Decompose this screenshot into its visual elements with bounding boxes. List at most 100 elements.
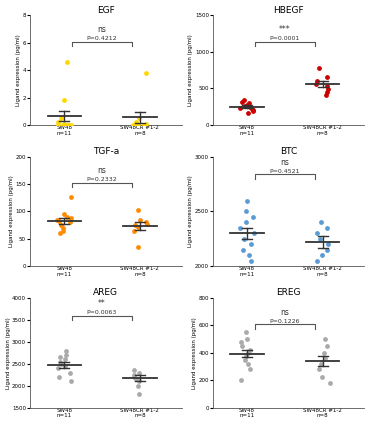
Point — [243, 208, 249, 215]
Point — [324, 89, 330, 95]
Title: EREG: EREG — [276, 288, 301, 297]
Point — [58, 360, 64, 367]
Point — [324, 74, 330, 81]
Point — [137, 369, 142, 376]
Point — [325, 241, 331, 248]
Point — [237, 105, 243, 112]
Point — [57, 354, 63, 360]
Title: HBEGF: HBEGF — [273, 6, 304, 14]
Point — [65, 122, 71, 128]
Point — [243, 329, 249, 336]
Point — [61, 97, 67, 104]
Y-axis label: Ligand expression (pg/ml): Ligand expression (pg/ml) — [9, 176, 14, 247]
Point — [67, 369, 73, 376]
Point — [137, 216, 143, 223]
Point — [247, 103, 253, 110]
Point — [322, 336, 327, 343]
Point — [244, 197, 250, 204]
Point — [323, 92, 329, 98]
Point — [144, 70, 149, 76]
Point — [134, 122, 139, 128]
Point — [325, 86, 331, 92]
Point — [68, 193, 74, 200]
Point — [135, 244, 141, 251]
Text: P=0.4521: P=0.4521 — [270, 169, 300, 174]
Point — [64, 351, 70, 358]
Point — [62, 122, 68, 128]
Point — [130, 122, 136, 128]
Point — [245, 349, 251, 356]
Point — [135, 207, 141, 214]
Point — [243, 219, 249, 226]
Point — [250, 214, 256, 220]
Point — [314, 230, 320, 237]
Point — [132, 119, 138, 126]
Text: **: ** — [98, 299, 106, 308]
Point — [313, 257, 319, 264]
Title: TGF-a: TGF-a — [93, 147, 119, 156]
Point — [250, 106, 256, 113]
Point — [64, 59, 70, 65]
Point — [327, 379, 333, 386]
Text: P=0.0001: P=0.0001 — [270, 36, 300, 41]
Point — [238, 338, 243, 345]
Point — [245, 360, 250, 367]
Point — [248, 241, 254, 248]
Point — [135, 223, 141, 230]
Point — [324, 225, 330, 232]
Point — [61, 120, 67, 127]
Point — [68, 122, 74, 128]
Point — [60, 225, 66, 232]
Point — [143, 219, 149, 226]
Point — [142, 122, 148, 128]
Point — [131, 374, 137, 380]
Y-axis label: Ligand expression (pg/ml): Ligand expression (pg/ml) — [6, 317, 11, 389]
Point — [131, 371, 137, 378]
Point — [55, 122, 61, 128]
Point — [237, 225, 243, 232]
Point — [240, 246, 246, 253]
Point — [239, 98, 245, 105]
Point — [57, 230, 63, 237]
Point — [324, 246, 330, 253]
Point — [63, 347, 69, 354]
Point — [60, 227, 66, 234]
Point — [249, 106, 255, 112]
Point — [251, 230, 257, 237]
Point — [62, 356, 68, 363]
Point — [245, 109, 251, 116]
Point — [135, 122, 141, 128]
Point — [322, 355, 328, 362]
Text: P=0.1226: P=0.1226 — [270, 319, 300, 324]
Point — [313, 81, 319, 87]
Text: ns: ns — [280, 308, 289, 317]
Point — [248, 347, 253, 354]
Point — [135, 391, 141, 398]
Point — [248, 257, 254, 264]
Y-axis label: Ligand expression (pg/ml): Ligand expression (pg/ml) — [188, 34, 194, 106]
Point — [144, 220, 150, 227]
Point — [324, 83, 330, 89]
Point — [60, 122, 66, 128]
Y-axis label: Ligand expression (pg/ml): Ligand expression (pg/ml) — [188, 176, 194, 247]
Point — [58, 115, 64, 122]
Text: P=0.4212: P=0.4212 — [87, 36, 117, 41]
Y-axis label: Ligand expression (pg/ml): Ligand expression (pg/ml) — [192, 317, 197, 389]
Point — [242, 356, 248, 363]
Point — [318, 219, 324, 226]
Point — [247, 366, 253, 373]
Point — [57, 218, 63, 225]
Point — [55, 365, 61, 371]
Point — [243, 352, 249, 359]
Point — [131, 227, 137, 234]
Point — [316, 64, 322, 71]
Point — [319, 252, 324, 259]
Y-axis label: Ligand expression (pg/ml): Ligand expression (pg/ml) — [16, 34, 21, 106]
Point — [67, 219, 73, 226]
Point — [61, 211, 67, 218]
Point — [324, 343, 330, 349]
Point — [135, 382, 141, 389]
Point — [319, 374, 324, 381]
Text: ns: ns — [98, 166, 107, 175]
Point — [246, 100, 252, 106]
